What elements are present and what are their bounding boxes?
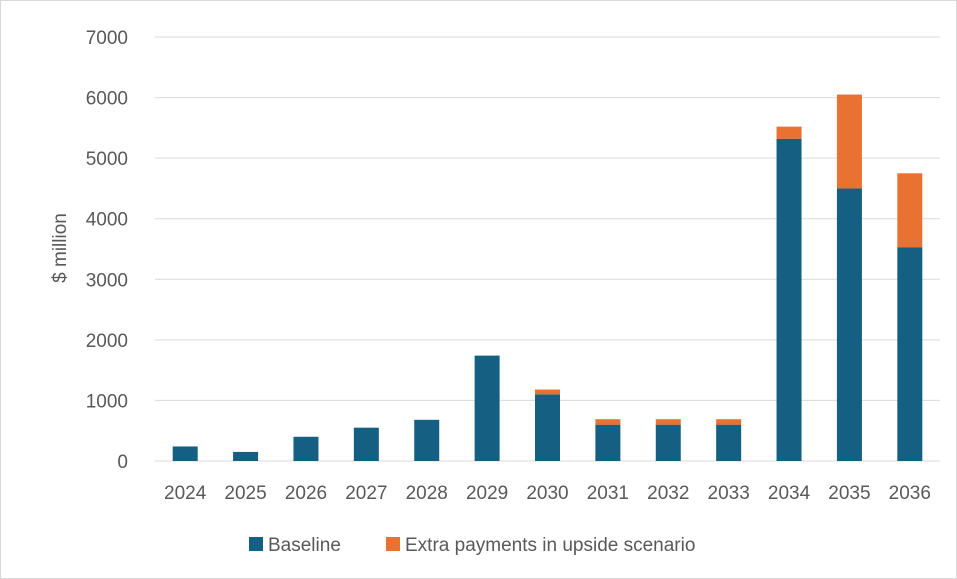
x-tick-label: 2035 — [828, 483, 870, 504]
bar-extra-payments — [595, 419, 621, 425]
x-tick-label: 2024 — [164, 483, 207, 504]
x-tick-label: 2030 — [526, 483, 568, 504]
x-tick-label: 2032 — [647, 483, 689, 504]
legend-label: Extra payments in upside scenario — [405, 535, 695, 556]
bar-baseline — [716, 424, 742, 461]
y-tick-label: 3000 — [86, 270, 128, 291]
bar-baseline — [897, 247, 923, 461]
x-tick-label: 2031 — [587, 483, 629, 504]
bar-baseline — [353, 427, 379, 461]
bar-baseline — [172, 446, 198, 461]
x-tick-label: 2036 — [889, 483, 931, 504]
y-tick-label: 6000 — [86, 89, 128, 110]
y-axis-title: $ million — [50, 213, 71, 283]
y-tick-label: 0 — [117, 452, 128, 473]
legend-label: Baseline — [268, 535, 341, 556]
legend: Baseline Extra payments in upside scenari… — [249, 535, 695, 556]
bar-baseline — [776, 138, 802, 461]
y-tick-label: 2000 — [86, 331, 128, 352]
bar-baseline — [595, 424, 621, 461]
y-tick-label: 5000 — [86, 149, 128, 170]
bar-baseline — [293, 436, 319, 461]
legend-swatch — [386, 537, 400, 551]
y-tick-label: 4000 — [86, 210, 128, 231]
bar-extra-payments — [535, 389, 560, 395]
y-tick-label: 1000 — [86, 391, 128, 412]
x-tick-label: 2028 — [406, 483, 448, 504]
bar-extra-payments — [655, 419, 681, 425]
bar-baseline — [836, 188, 862, 461]
bar-extra-payments — [716, 419, 742, 425]
bar-baseline — [655, 424, 681, 461]
bar-extra-payments — [897, 173, 923, 248]
bar-extra-payments — [776, 126, 802, 139]
x-tick-label: 2029 — [466, 483, 508, 504]
x-tick-label: 2034 — [768, 483, 811, 504]
bar-baseline — [474, 355, 500, 461]
legend-swatch — [249, 537, 263, 551]
bar-baseline — [414, 419, 440, 461]
x-tick-label: 2033 — [708, 483, 750, 504]
x-axis-ticks: 2024 2025 2026 2027 2028 2029 2030 2031 2032 2033… — [164, 483, 931, 504]
bar-extra-payments — [836, 94, 862, 189]
bar-baseline — [233, 451, 259, 461]
x-tick-label: 2025 — [224, 483, 266, 504]
gridlines — [155, 36, 940, 462]
bar-baseline — [535, 394, 560, 461]
y-axis-ticks: 0 1000 2000 3000 4000 5000 6000 7000 — [86, 28, 128, 473]
y-tick-label: 7000 — [86, 28, 128, 49]
x-tick-label: 2027 — [345, 483, 387, 504]
bars — [172, 94, 923, 461]
x-tick-label: 2026 — [285, 483, 327, 504]
